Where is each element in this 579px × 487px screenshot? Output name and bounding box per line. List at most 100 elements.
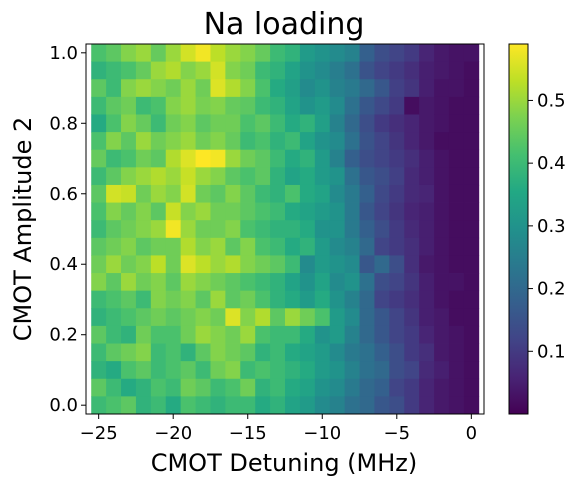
heatmap-cell xyxy=(91,273,107,292)
heatmap-cell xyxy=(344,44,360,63)
heatmap-cell xyxy=(225,290,241,309)
heatmap-cell xyxy=(240,325,256,344)
heatmap-cell xyxy=(165,343,182,362)
heatmap-cell xyxy=(165,96,182,115)
heatmap-cell xyxy=(359,290,375,309)
heatmap-cell xyxy=(389,343,405,362)
heatmap-cell xyxy=(91,255,107,274)
heatmap-cell xyxy=(419,378,435,397)
heatmap-cell xyxy=(210,184,226,203)
heatmap-cell xyxy=(374,255,390,274)
heatmap-cell xyxy=(270,343,286,362)
heatmap-cell xyxy=(344,132,360,151)
heatmap-cell xyxy=(329,61,346,80)
heatmap-cell xyxy=(210,220,226,239)
heatmap-cell xyxy=(225,361,241,380)
heatmap-cell xyxy=(255,325,271,344)
heatmap-cell xyxy=(434,343,450,362)
heatmap-cell xyxy=(225,220,241,239)
heatmap-cell xyxy=(225,396,241,415)
heatmap-cell xyxy=(299,290,316,309)
heatmap-cell xyxy=(344,361,360,380)
heatmap-cell xyxy=(285,255,301,274)
heatmap-cell xyxy=(448,114,465,133)
heatmap-cell xyxy=(448,290,465,309)
heatmap-cell xyxy=(180,325,196,344)
heatmap-cell xyxy=(404,255,420,274)
heatmap-cell xyxy=(150,378,167,397)
heatmap-cell xyxy=(463,44,480,63)
heatmap-cell xyxy=(195,114,211,133)
heatmap-cell xyxy=(463,290,480,309)
plot-frame xyxy=(85,43,485,415)
heatmap-cell xyxy=(195,290,211,309)
heatmap-cell xyxy=(374,396,390,415)
heatmap-cell xyxy=(329,361,346,380)
heatmap-cells xyxy=(91,44,480,415)
heatmap-cell xyxy=(374,79,390,98)
heatmap-cell xyxy=(180,79,196,98)
heatmap-cell xyxy=(314,96,331,115)
heatmap-cell xyxy=(448,149,465,168)
heatmap-cell xyxy=(285,184,301,203)
heatmap-cell xyxy=(329,96,346,115)
heatmap-cell xyxy=(270,396,286,415)
heatmap-cell xyxy=(448,79,465,98)
heatmap-cell xyxy=(165,184,182,203)
heatmap-cell xyxy=(344,290,360,309)
heatmap-cell xyxy=(285,149,301,168)
heatmap-cell xyxy=(91,132,107,151)
heatmap-cell xyxy=(106,96,122,115)
heatmap-cell xyxy=(448,361,465,380)
heatmap-cell xyxy=(404,396,420,415)
x-tick-label: 0 xyxy=(466,423,477,444)
heatmap-cell xyxy=(135,273,152,292)
heatmap-cell xyxy=(389,396,405,415)
heatmap-cell xyxy=(359,79,375,98)
heatmap-cell xyxy=(165,202,182,221)
heatmap-cell xyxy=(195,61,211,80)
heatmap-cell xyxy=(150,202,167,221)
heatmap-cell xyxy=(180,308,196,327)
heatmap-cell xyxy=(135,44,152,63)
heatmap-cell xyxy=(135,132,152,151)
heatmap-cell xyxy=(165,114,182,133)
heatmap-cell xyxy=(240,132,256,151)
heatmap-cell xyxy=(314,343,331,362)
heatmap-cell xyxy=(150,343,167,362)
heatmap-cell xyxy=(240,202,256,221)
heatmap-cell xyxy=(389,149,405,168)
heatmap-cell xyxy=(389,308,405,327)
heatmap-cell xyxy=(463,220,480,239)
heatmap-cell xyxy=(135,96,152,115)
heatmap-cell xyxy=(270,114,286,133)
heatmap-cell xyxy=(91,378,107,397)
heatmap-cell xyxy=(150,184,167,203)
colorbar-tick-label: 0.1 xyxy=(537,341,566,362)
heatmap-cell xyxy=(91,44,107,63)
heatmap-cell xyxy=(329,202,346,221)
heatmap-cell xyxy=(270,184,286,203)
heatmap-cell xyxy=(106,255,122,274)
heatmap-cell xyxy=(91,79,107,98)
heatmap-cell xyxy=(389,237,405,256)
heatmap-cell xyxy=(463,79,480,98)
heatmap-cell xyxy=(285,396,301,415)
heatmap-cell xyxy=(91,149,107,168)
heatmap-cell xyxy=(374,220,390,239)
heatmap-cell xyxy=(329,184,346,203)
heatmap-cell xyxy=(255,184,271,203)
heatmap-cell xyxy=(121,396,137,415)
colorbar-tick-label: 0.4 xyxy=(537,153,566,174)
heatmap-cell xyxy=(359,61,375,80)
heatmap-cell xyxy=(91,290,107,309)
heatmap-cell xyxy=(463,114,480,133)
heatmap-cell xyxy=(419,237,435,256)
heatmap-cell xyxy=(121,325,137,344)
heatmap-cell xyxy=(255,308,271,327)
heatmap-cell xyxy=(255,237,271,256)
heatmap-cell xyxy=(404,343,420,362)
heatmap-cell xyxy=(240,79,256,98)
heatmap-cell xyxy=(225,61,241,80)
